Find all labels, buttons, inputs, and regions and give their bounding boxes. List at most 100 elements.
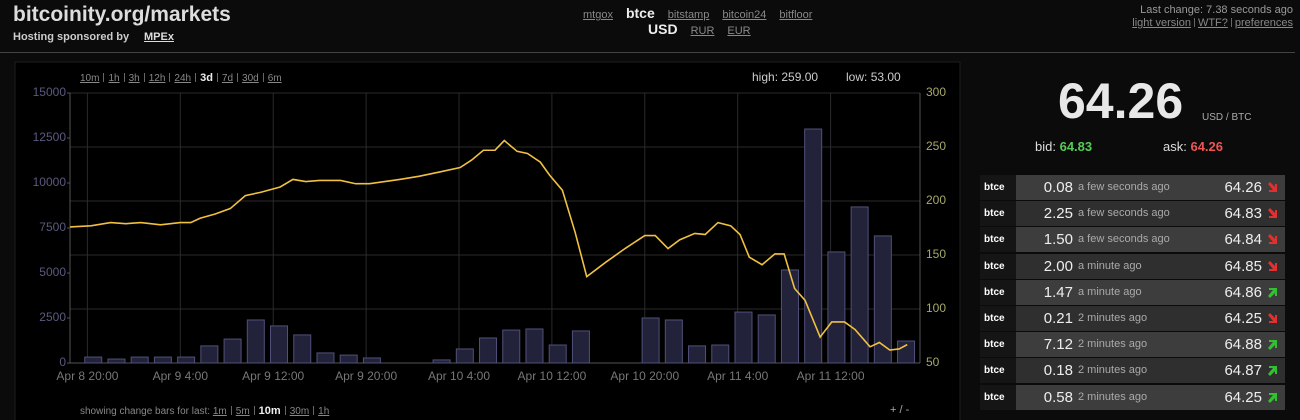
link-item[interactable]: 6m: [267, 73, 282, 84]
link-item[interactable]: btce: [625, 5, 655, 21]
high-label: high:: [752, 70, 779, 84]
link-item[interactable]: 10m: [80, 73, 100, 84]
arrow-shape: [1268, 366, 1277, 377]
y2-tick-label: 250: [926, 139, 946, 153]
volume-bar: [897, 340, 916, 364]
link-item[interactable]: USD: [648, 21, 678, 37]
trade-row: btce 1.50 a few seconds ago 64.84: [980, 227, 1285, 253]
link-item[interactable]: bitfloor: [779, 9, 813, 21]
volume-bar: [757, 314, 776, 364]
link-item[interactable]: 30d: [242, 73, 259, 84]
x-tick-label: Apr 10 12:00: [518, 369, 587, 383]
separator: [284, 406, 286, 415]
separator: [253, 406, 255, 415]
volume-bar: [107, 358, 126, 364]
trade-amount: 7.12: [1043, 336, 1073, 354]
trade-amount: 0.58: [1043, 388, 1073, 406]
link-item[interactable]: 7d: [221, 73, 234, 84]
y2-tick-label: 100: [926, 301, 946, 315]
link-item[interactable]: RUR: [690, 25, 715, 37]
trade-price: 64.26: [1224, 179, 1262, 196]
trend-arrow: [1268, 340, 1277, 351]
trade-exchange: btce: [980, 227, 1016, 253]
y-tick-label: 15000: [33, 85, 67, 99]
volume-bar: [455, 348, 474, 364]
link-item[interactable]: 5m: [235, 406, 250, 417]
trend-arrow: [1268, 182, 1277, 192]
link-item[interactable]: 12h: [148, 73, 166, 84]
ask: ask: 64.26: [1163, 139, 1223, 154]
volume-bar: [200, 345, 219, 364]
link-item[interactable]: 30m: [289, 406, 310, 417]
link-item[interactable]: bitcoin24: [722, 9, 767, 21]
link-item[interactable]: 3h: [128, 73, 140, 84]
trade-price: 64.84: [1224, 231, 1262, 249]
trade-exchange: btce: [980, 384, 1016, 410]
current-price: 64.26: [1058, 73, 1184, 129]
trade-exchange: btce: [980, 279, 1016, 305]
status-link[interactable]: WTF?: [1197, 17, 1228, 29]
volume-bar: [293, 334, 312, 364]
volume-bar: [84, 356, 103, 364]
site-title[interactable]: bitcoinity.org/markets: [13, 3, 231, 26]
volume-bar: [316, 352, 335, 364]
volume-bar: [223, 338, 242, 364]
link-item[interactable]: 1m: [212, 406, 227, 417]
separator: [195, 73, 197, 82]
x-tick-label: Apr 11 4:00: [707, 369, 768, 383]
separator: [237, 73, 239, 82]
volume-bar: [246, 319, 265, 364]
y2-tick-label: 50: [926, 355, 940, 369]
volume-bar: [734, 311, 753, 364]
volume-bar: [873, 235, 892, 364]
trend-arrow: [1268, 392, 1277, 403]
separator: [143, 73, 145, 82]
volume-bar: [362, 357, 381, 364]
volume-bar: [153, 356, 172, 364]
link-item[interactable]: mtgox: [583, 9, 613, 21]
volume-bar: [525, 328, 544, 364]
status-link[interactable]: light version: [1132, 17, 1191, 29]
trade-exchange: btce: [980, 306, 1016, 331]
divider: [0, 52, 1295, 53]
trade-price: 64.25: [1224, 310, 1262, 327]
link-item[interactable]: 10m: [258, 405, 281, 417]
link-item[interactable]: 3d: [200, 72, 213, 84]
link-item[interactable]: 24h: [174, 73, 192, 84]
trade-exchange: btce: [980, 358, 1016, 384]
low: low: 53.00: [846, 70, 901, 84]
bid-label: bid:: [1035, 139, 1056, 154]
x-tick-label: Apr 8 20:00: [56, 369, 118, 383]
volume-bar: [711, 344, 730, 364]
y-tick-label: 2500: [39, 310, 66, 324]
status-link[interactable]: preferences: [1234, 17, 1293, 29]
range-buttons: 10m 1h 3h 12h 24h 3d 7d 30d 6m: [80, 70, 282, 86]
low-value: 53.00: [870, 70, 901, 84]
volume-bar: [479, 337, 498, 364]
separator: [169, 73, 171, 82]
y-tick-label: 12500: [33, 130, 67, 144]
volume-bar: [804, 128, 823, 364]
y-tick-label: 5000: [39, 265, 66, 279]
change-bars: showing change bars for last: 1m 5m 10m 30m…: [80, 404, 329, 419]
x-tick-label: Apr 10 4:00: [428, 369, 490, 383]
x-tick-label: Apr 9 4:00: [153, 369, 209, 383]
trade-price: 64.88: [1224, 336, 1262, 354]
y-tick-label: 0: [59, 355, 66, 369]
separator: [313, 406, 315, 415]
trade-price: 64.86: [1224, 283, 1262, 301]
trade-time: 2 minutes ago: [1078, 364, 1148, 377]
arrow-shape: [1268, 287, 1277, 298]
link-item[interactable]: 1h: [108, 73, 120, 84]
trade-row: btce 0.18 2 minutes ago 64.87: [980, 358, 1285, 384]
currency-list: USD RUR EUR: [648, 20, 764, 38]
link-item[interactable]: EUR: [727, 25, 751, 37]
last-change: Last change: 7.38 seconds ago: [1140, 4, 1293, 16]
zoom-controls[interactable]: + / -: [890, 404, 910, 416]
arrow-shape: [1268, 260, 1277, 271]
sponsor-link[interactable]: MPEx: [144, 31, 174, 43]
link-item[interactable]: 1h: [318, 406, 330, 417]
trend-arrow: [1268, 313, 1277, 323]
link-item[interactable]: bitstamp: [667, 9, 710, 21]
